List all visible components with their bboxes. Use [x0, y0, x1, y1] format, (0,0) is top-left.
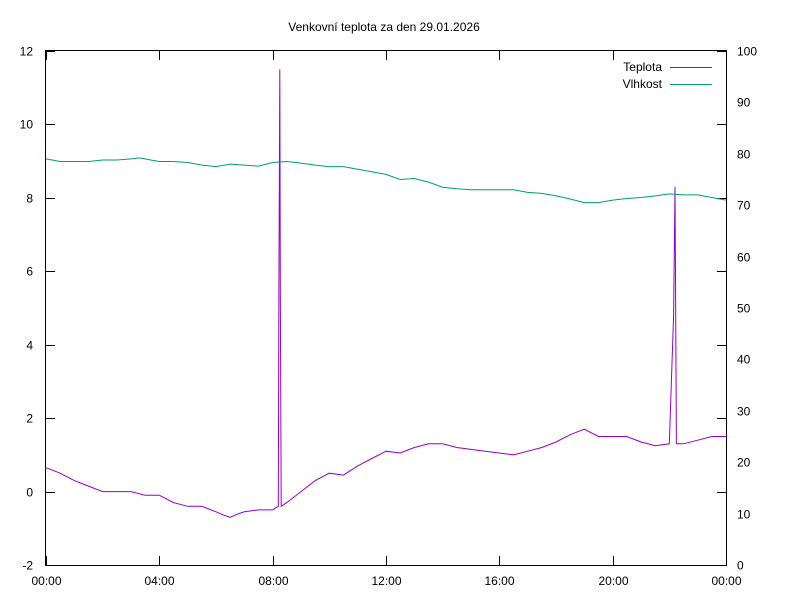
- y2-tick-label: 100: [737, 45, 757, 59]
- y2-tick-label: 60: [737, 251, 751, 265]
- legend-label-vlhkost: Vlhkost: [623, 77, 663, 91]
- y-tick-label: 12: [20, 45, 34, 59]
- x-tick-label: 08:00: [258, 574, 288, 588]
- x-tick-label: 04:00: [144, 574, 174, 588]
- axis-ticks: -2 0 2 4 6 8 10 12 0 10 20 30 40 50 60 70 80 90 100 00:00 04…: [20, 45, 758, 589]
- y-tick-label: 2: [26, 412, 33, 426]
- x-tick-label: 12:00: [371, 574, 401, 588]
- y2-tick-label: 70: [737, 199, 751, 213]
- x-tick-label: 00:00: [31, 574, 61, 588]
- y2-tick-label: 80: [737, 148, 751, 162]
- x-tick-label: 00:00: [711, 574, 741, 588]
- y2-tick-label: 20: [737, 456, 751, 470]
- legend-label-teplota: Teplota: [623, 60, 662, 74]
- series-line-vlhkost: [45, 157, 727, 204]
- y-tick-label: -2: [22, 559, 33, 573]
- y2-tick-label: 40: [737, 353, 751, 367]
- y-tick-label: 4: [26, 339, 33, 353]
- chart-title: Venkovní teplota za den 29.01.2026: [288, 20, 480, 34]
- y-tick-label: 0: [26, 486, 33, 500]
- legend: Teplota Vlhkost: [623, 60, 712, 91]
- y-tick-label: 8: [26, 192, 33, 206]
- x-tick-label: 20:00: [598, 574, 628, 588]
- series-line-teplota: [45, 69, 726, 518]
- y-tick-label: 10: [20, 118, 34, 132]
- y2-tick-label: 30: [737, 405, 751, 419]
- plot-frame: [45, 50, 727, 566]
- y2-tick-label: 50: [737, 302, 751, 316]
- series-layer: [45, 69, 727, 518]
- y2-tick-label: 10: [737, 508, 751, 522]
- x-tick-label: 16:00: [484, 574, 514, 588]
- y2-tick-label: 90: [737, 96, 751, 110]
- y2-tick-label: 0: [737, 559, 744, 573]
- y-tick-label: 6: [26, 265, 33, 279]
